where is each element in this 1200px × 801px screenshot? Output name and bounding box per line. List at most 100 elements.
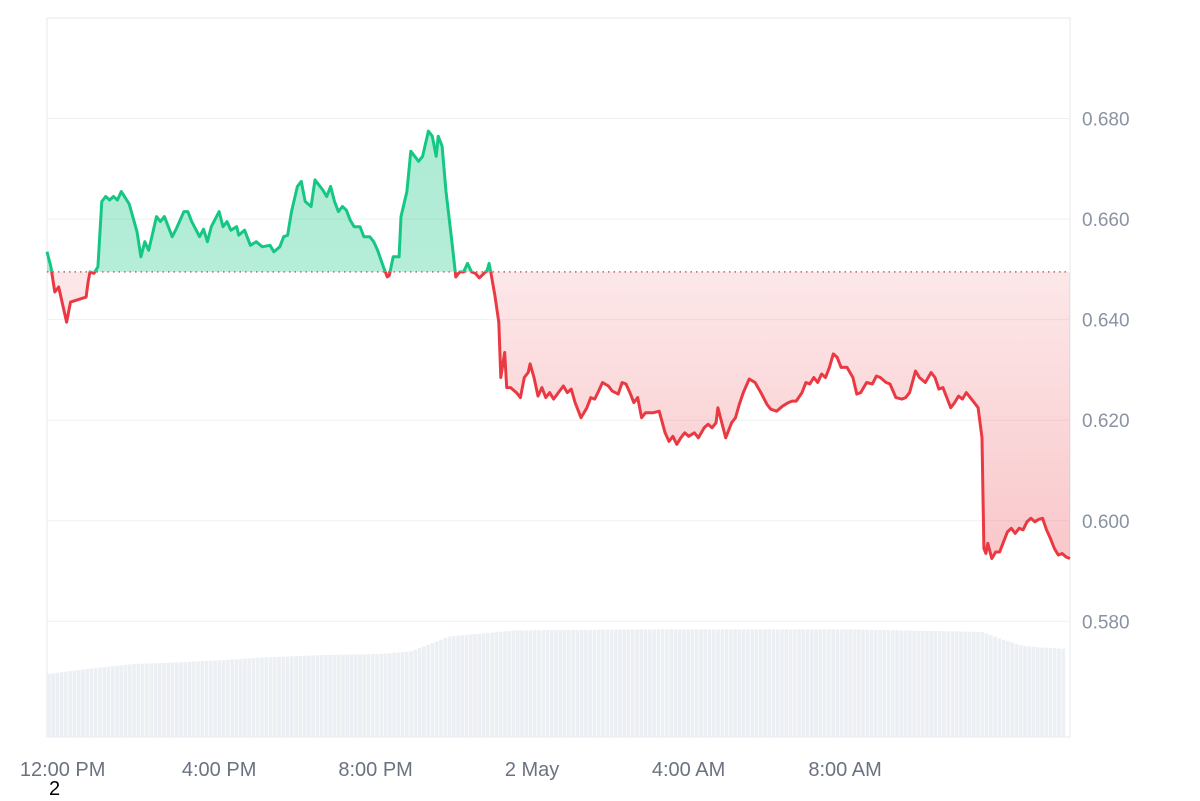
volume-bar <box>1044 647 1049 737</box>
volume-bar <box>68 671 72 737</box>
volume-bar <box>788 629 793 737</box>
volume-bar <box>64 671 68 737</box>
volume-bar <box>554 630 558 737</box>
volume-bar <box>537 630 541 737</box>
volume-bar <box>490 632 494 737</box>
volume-bar <box>971 631 976 737</box>
volume-bar <box>106 666 111 737</box>
volume-bar <box>494 632 499 737</box>
volume-bar <box>771 629 776 737</box>
volume-bar <box>775 629 780 737</box>
x-tick-label: 12:00 PM <box>20 759 106 781</box>
volume-bar <box>59 672 64 737</box>
volume-bar <box>673 629 678 737</box>
volume-bar <box>145 663 149 737</box>
y-tick-label: 0.640 <box>1082 311 1130 332</box>
y-tick-label: 0.600 <box>1082 512 1130 533</box>
volume-bar <box>724 629 729 737</box>
volume-bar <box>115 665 119 737</box>
volume-bar <box>400 652 405 737</box>
footnote-label: 2 <box>49 778 61 800</box>
volume-bar <box>818 629 823 737</box>
volume-bar <box>639 629 644 737</box>
volume-bar <box>110 666 115 737</box>
volume-bar <box>532 630 537 737</box>
volume-bar <box>456 635 460 737</box>
volume-bar <box>980 632 985 737</box>
volume-bar <box>848 629 853 737</box>
volume-bar <box>733 629 737 737</box>
y-tick-label: 0.680 <box>1082 110 1130 131</box>
volume-bar <box>430 643 435 737</box>
volume-bar <box>332 654 337 737</box>
volume-bar <box>451 636 456 737</box>
volume-bar <box>417 647 422 737</box>
volume-bar <box>277 656 281 737</box>
volume-bar <box>524 630 529 737</box>
volume-bar <box>1006 641 1010 737</box>
volume-bar <box>1061 648 1066 737</box>
volume-bar <box>630 629 635 737</box>
volume-bar <box>1001 639 1006 737</box>
volume-bar <box>208 660 213 737</box>
volume-bar <box>822 629 827 737</box>
volume-bar <box>285 656 290 737</box>
x-tick-label: 8:00 AM <box>808 759 881 781</box>
volume-bar <box>805 629 810 737</box>
volume-bar <box>920 630 925 737</box>
x-tick-label: 2 May <box>505 759 559 781</box>
volume-bar <box>319 655 324 737</box>
volume-bar <box>486 632 490 737</box>
volume-bar <box>545 630 550 737</box>
volume-bar <box>703 629 708 737</box>
volume-bar <box>272 657 277 737</box>
volume-bar <box>1023 645 1027 737</box>
volume-bar <box>298 655 303 737</box>
volume-bar <box>366 654 371 737</box>
volume-bar <box>294 656 298 737</box>
volume-bar <box>1027 646 1032 737</box>
volume-bar <box>588 629 592 737</box>
volume-bar <box>289 656 294 737</box>
volume-bar <box>729 629 733 737</box>
volume-bar <box>950 631 955 737</box>
volume-bar <box>345 654 350 737</box>
volume-bar <box>997 638 1002 737</box>
volume-bar <box>328 654 332 737</box>
volume-bar <box>643 629 648 737</box>
volume-bar <box>648 629 652 737</box>
volume-bar <box>264 657 269 737</box>
volume-bar <box>379 653 384 737</box>
volume-bar <box>895 630 899 737</box>
volume-bar <box>839 629 844 737</box>
volume-bar <box>238 658 243 737</box>
volume-bar <box>153 663 158 737</box>
volume-bar <box>140 663 145 737</box>
volume-bar <box>758 629 763 737</box>
volume-bar <box>609 629 614 737</box>
volume-bar <box>179 662 183 737</box>
volume-bar <box>353 654 358 737</box>
volume-bar <box>652 629 656 737</box>
volume-bar <box>422 646 426 737</box>
volume-bar <box>827 629 831 737</box>
volume-bar <box>1040 647 1044 737</box>
volume-bar <box>477 633 482 737</box>
volume-bar <box>439 639 443 737</box>
volume-bar <box>669 629 673 737</box>
volume-bar <box>191 661 196 737</box>
volume-bar <box>750 629 754 737</box>
volume-bar <box>392 652 396 737</box>
volume-bar <box>315 655 320 737</box>
price-line-down <box>50 271 1071 560</box>
volume-bar <box>835 629 840 737</box>
y-tick-label: 0.660 <box>1082 210 1130 231</box>
volume-bar <box>677 629 682 737</box>
volume-bar <box>686 629 691 737</box>
volume-bar <box>251 658 256 737</box>
volume-bar <box>584 629 588 737</box>
x-tick-label: 4:00 PM <box>182 759 256 781</box>
volume-bar <box>89 668 94 737</box>
volume-bar <box>720 629 725 737</box>
volume-bar <box>933 631 938 737</box>
